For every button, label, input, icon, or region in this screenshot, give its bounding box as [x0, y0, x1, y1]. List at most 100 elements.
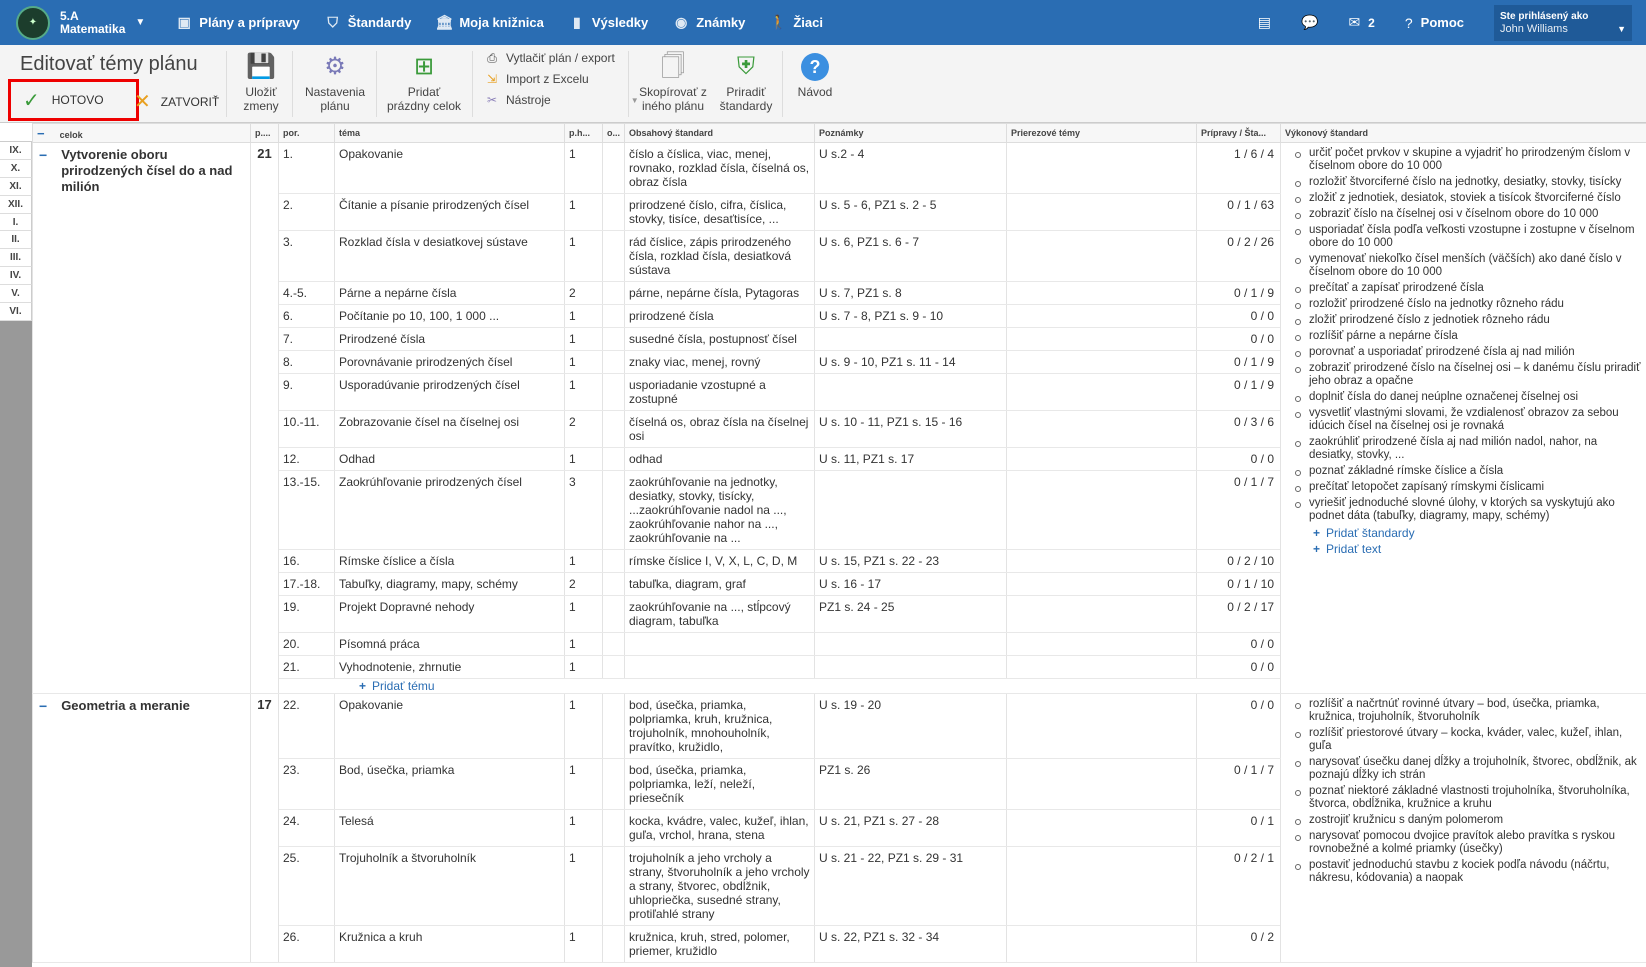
- o-cell[interactable]: [602, 470, 625, 550]
- notes[interactable]: [814, 373, 1007, 411]
- add-text-link[interactable]: + Pridať text: [1287, 542, 1642, 556]
- preparations[interactable]: 0 / 2 / 17: [1196, 595, 1281, 633]
- topic-order[interactable]: 22.: [278, 693, 335, 759]
- col-celok[interactable]: − celok: [32, 123, 251, 143]
- cross-topics[interactable]: [1006, 327, 1197, 351]
- month-label[interactable]: VI.: [0, 303, 32, 321]
- table-row[interactable]: 13.-15. Zaokrúhľovanie prirodzených čísel…: [33, 470, 1646, 550]
- content-standard[interactable]: bod, úsečka, priamka, polpriamka, kruh, …: [624, 693, 815, 759]
- add-standards-link[interactable]: + Pridať štandardy: [1287, 526, 1642, 540]
- nav-standards[interactable]: ⛉ Štandardy: [324, 14, 411, 31]
- o-cell[interactable]: [602, 809, 625, 847]
- table-row[interactable]: 17.-18. Tabuľky, diagramy, mapy, schémy 2 t…: [33, 572, 1646, 596]
- lesson-hours[interactable]: 1: [564, 304, 603, 328]
- topic-order[interactable]: 9.: [278, 373, 335, 411]
- o-cell[interactable]: [602, 925, 625, 963]
- topic-order[interactable]: 26.: [278, 925, 335, 963]
- notes[interactable]: [814, 632, 1007, 656]
- topic-order[interactable]: 13.-15.: [278, 470, 335, 550]
- col-cross-topics[interactable]: Prierezové témy: [1006, 123, 1197, 143]
- content-standard[interactable]: [624, 655, 815, 679]
- col-lesson-hours[interactable]: p.h...: [564, 123, 603, 143]
- plan-settings-button[interactable]: ⚙ Nastavenia plánu: [300, 51, 370, 114]
- o-cell[interactable]: [602, 304, 625, 328]
- topic-order[interactable]: 8.: [278, 350, 335, 374]
- month-label[interactable]: XII.: [0, 195, 32, 214]
- notes[interactable]: U s. 22, PZ1 s. 32 - 34: [814, 925, 1007, 963]
- month-label[interactable]: IX.: [0, 142, 32, 160]
- notes[interactable]: U s. 16 - 17: [814, 572, 1007, 596]
- o-cell[interactable]: [602, 281, 625, 305]
- topic-name[interactable]: Čítanie a písanie prirodzených čísel: [334, 193, 565, 231]
- notes[interactable]: U s. 11, PZ1 s. 17: [814, 447, 1007, 471]
- notes[interactable]: U s. 7 - 8, PZ1 s. 9 - 10: [814, 304, 1007, 328]
- lesson-hours[interactable]: 1: [564, 373, 603, 411]
- list-item[interactable]: prečítať letopočet zapísaný rímskymi čís…: [1287, 481, 1642, 494]
- save-changes-button[interactable]: 💾 Uložiť zmeny: [236, 51, 286, 114]
- preparations[interactable]: 0 / 1 / 63: [1196, 193, 1281, 231]
- o-cell[interactable]: [602, 758, 625, 810]
- table-row[interactable]: 3. Rozklad čísla v desiatkovej sústave 1 rá…: [33, 230, 1646, 282]
- messages-button[interactable]: 💬: [1301, 14, 1318, 31]
- cross-topics[interactable]: [1006, 925, 1197, 963]
- list-item[interactable]: zložiť z jednotiek, desiatok, stoviek a …: [1287, 192, 1642, 205]
- table-row[interactable]: 6. Počítanie po 10, 100, 1 000 ... 1 prirod…: [33, 304, 1646, 328]
- month-label[interactable]: V.: [0, 285, 32, 304]
- tools-dropdown[interactable]: ✂ Nástroje ▼: [484, 93, 639, 107]
- list-item[interactable]: rozlíšiť párne a nepárne čísla: [1287, 330, 1642, 343]
- content-standard[interactable]: [624, 632, 815, 656]
- topic-name[interactable]: Porovnávanie prirodzených čísel: [334, 350, 565, 374]
- cross-topics[interactable]: [1006, 549, 1197, 573]
- cross-topics[interactable]: [1006, 809, 1197, 847]
- topic-order[interactable]: 6.: [278, 304, 335, 328]
- notes[interactable]: U s. 21 - 22, PZ1 s. 29 - 31: [814, 846, 1007, 926]
- lesson-hours[interactable]: 1: [564, 142, 603, 194]
- list-item[interactable]: vysvetliť vlastnými slovami, že vzdialen…: [1287, 407, 1642, 433]
- topic-name[interactable]: Zobrazovanie čísel na číselnej osi: [334, 410, 565, 448]
- list-item[interactable]: usporiadať čísla podľa veľkosti vzostupn…: [1287, 224, 1642, 250]
- list-item[interactable]: rozložiť prirodzené číslo na jednotky rô…: [1287, 298, 1642, 311]
- notes[interactable]: U s. 6, PZ1 s. 6 - 7: [814, 230, 1007, 282]
- col-notes[interactable]: Poznámky: [814, 123, 1007, 143]
- print-export-button[interactable]: ⎙ Vytlačiť plán / export: [484, 51, 615, 66]
- topic-name[interactable]: Kružnica a kruh: [334, 925, 565, 963]
- topic-order[interactable]: 17.-18.: [278, 572, 335, 596]
- topic-name[interactable]: Prirodzené čísla: [334, 327, 565, 351]
- list-item[interactable]: rozložiť štvorciferné číslo na jednotky,…: [1287, 176, 1642, 189]
- copy-from-plan-button[interactable]: 🗍 Skopírovať z iného plánu: [636, 51, 710, 114]
- chevron-down-icon[interactable]: ▼: [135, 17, 146, 28]
- preparations[interactable]: 0 / 1 / 9: [1196, 350, 1281, 374]
- table-row[interactable]: − Geometria a meranie 17 22. Opakovanie 1 bod,…: [32, 693, 1646, 963]
- topic-name[interactable]: Párne a nepárne čísla: [334, 281, 565, 305]
- list-item[interactable]: vyriešiť jednoduché slovné úlohy, v ktor…: [1287, 497, 1642, 523]
- content-standard[interactable]: usporiadanie vzostupné a zostupné: [624, 373, 815, 411]
- done-button[interactable]: ✓ HOTOVO: [8, 79, 139, 121]
- topic-name[interactable]: Tabuľky, diagramy, mapy, schémy: [334, 572, 565, 596]
- help-button[interactable]: ? Pomoc: [1405, 15, 1464, 31]
- import-excel-button[interactable]: ⇲ Import z Excelu: [484, 72, 589, 86]
- lesson-hours[interactable]: 3: [564, 470, 603, 550]
- cross-topics[interactable]: [1006, 572, 1197, 596]
- month-label[interactable]: II.: [0, 231, 32, 250]
- school-logo[interactable]: ✦: [16, 5, 50, 40]
- list-item[interactable]: rozlíšiť priestorové útvary – kocka, kvá…: [1287, 727, 1642, 753]
- table-row[interactable]: 4.-5. Párne a nepárne čísla 2 párne, nepárn…: [33, 281, 1646, 305]
- lesson-hours[interactable]: 1: [564, 447, 603, 471]
- lesson-hours[interactable]: 1: [564, 350, 603, 374]
- content-standard[interactable]: rád číslice, zápis prirodzeného čísla, r…: [624, 230, 815, 282]
- content-standard[interactable]: susedné čísla, postupnosť čísel: [624, 327, 815, 351]
- cross-topics[interactable]: [1006, 230, 1197, 282]
- cross-topics[interactable]: [1006, 470, 1197, 550]
- o-cell[interactable]: [602, 373, 625, 411]
- topic-name[interactable]: Telesá: [334, 809, 565, 847]
- class-selector[interactable]: 5.A Matematika: [60, 9, 125, 36]
- o-cell[interactable]: [602, 410, 625, 448]
- topic-name[interactable]: Zaokrúhľovanie prirodzených čísel: [334, 470, 565, 550]
- lesson-hours[interactable]: 1: [564, 632, 603, 656]
- table-row[interactable]: 19. Projekt Dopravné nehody 1 zaokrúhľovani…: [33, 595, 1646, 633]
- list-item[interactable]: porovnať a usporiadať prirodzené čísla a…: [1287, 346, 1642, 359]
- col-hours[interactable]: p....: [250, 123, 279, 143]
- topic-order[interactable]: 19.: [278, 595, 335, 633]
- cross-topics[interactable]: [1006, 281, 1197, 305]
- list-item[interactable]: narysovať úsečku danej dĺžky a trojuholn…: [1287, 756, 1642, 782]
